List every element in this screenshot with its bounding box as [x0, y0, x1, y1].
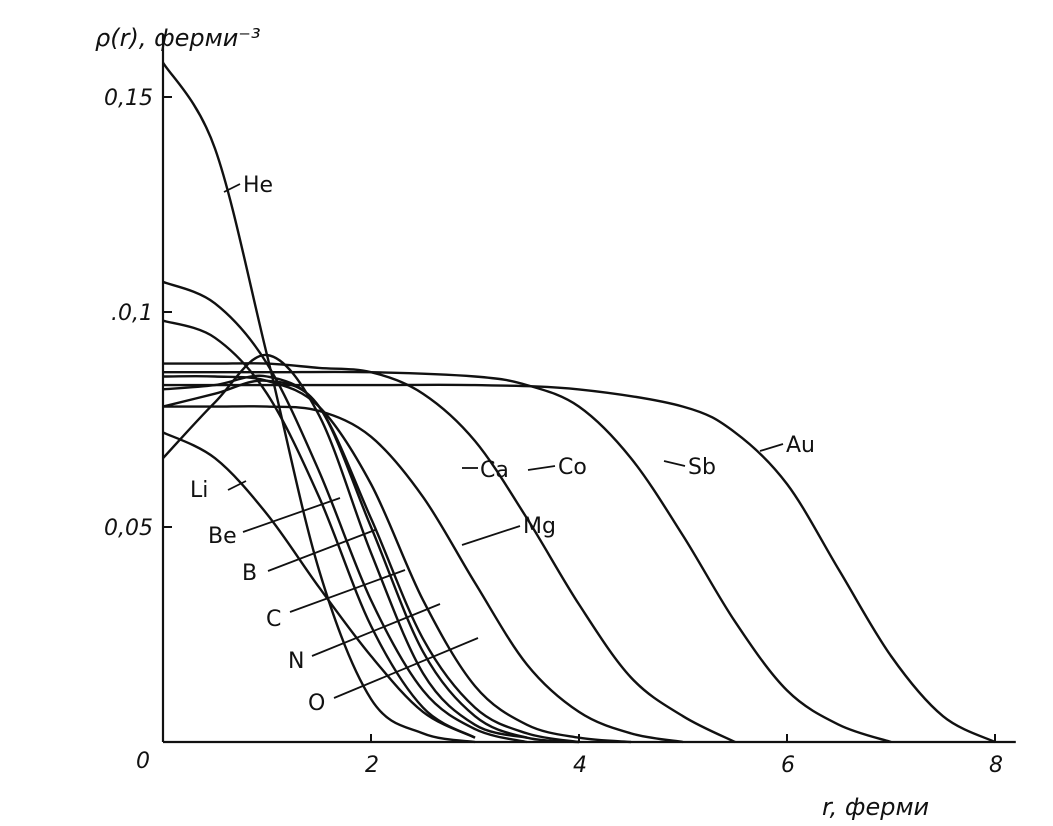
series-label-be: Be	[208, 524, 237, 549]
series-label-n: N	[288, 649, 304, 674]
series-label-li: Li	[190, 478, 208, 503]
x-tick-label-8: 8	[989, 753, 1003, 778]
leader-mg	[461, 525, 521, 546]
curve-co	[163, 362, 736, 744]
curve-b	[162, 280, 528, 744]
x-tick-label-4: 4	[573, 753, 587, 778]
leader-au	[759, 443, 784, 452]
leader-sb	[663, 460, 686, 467]
curve-li	[162, 431, 476, 739]
curve-mg	[162, 374, 632, 744]
series-label-c: C	[266, 607, 281, 632]
y-tick-label-2: 0,15	[104, 86, 153, 111]
series-label-mg: Mg	[523, 514, 556, 539]
x-tick-label-2: 2	[365, 753, 379, 778]
series-label-ca: Ca	[480, 458, 509, 483]
series-label-sb: Sb	[688, 455, 716, 480]
y-axis-title: ρ(r), ферми⁻³	[95, 24, 261, 52]
series-label-b: B	[242, 561, 257, 586]
leader-he	[223, 183, 241, 193]
curve-sb	[163, 370, 892, 744]
y-tick-label-0: 0,05	[104, 516, 153, 541]
y-tick-label-1: .0,1	[111, 301, 153, 326]
curve-ca	[163, 405, 684, 744]
series-label-au: Au	[786, 433, 815, 458]
curve-n	[162, 379, 580, 744]
curve-au	[163, 383, 996, 744]
origin-label: 0	[136, 749, 150, 774]
series-label-o: O	[308, 691, 325, 716]
leader-co	[527, 465, 556, 471]
curve-be	[162, 319, 476, 739]
series-label-he: He	[243, 173, 273, 198]
curve-he	[161, 61, 476, 744]
leader-be	[242, 497, 341, 533]
series-label-co: Co	[558, 455, 587, 480]
leader-c	[289, 569, 406, 613]
curve-o	[162, 374, 580, 744]
leader-li	[227, 480, 247, 491]
leader-n	[311, 603, 441, 657]
leader-b	[267, 529, 376, 572]
x-tick-label-6: 6	[781, 753, 795, 778]
x-axis-title: r, ферми	[822, 793, 929, 821]
leader-o	[333, 637, 479, 699]
